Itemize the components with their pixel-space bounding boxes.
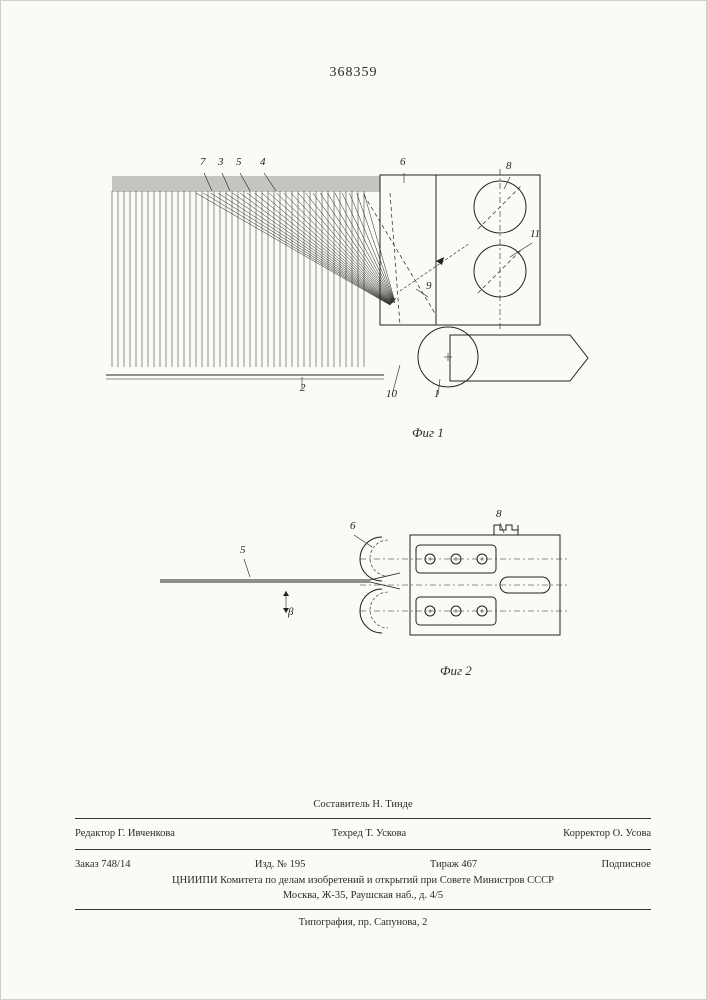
figure-2: 5 6 8 β Фиг 2 [100,495,580,685]
figure-2-label: Фиг 2 [440,663,472,679]
svg-text:5: 5 [236,156,242,168]
footer-pubinfo: Заказ 748/14 Изд. № 195 Тираж 467 Подпис… [75,856,651,874]
figure-2-drawing: 5 6 8 β [100,495,580,685]
svg-text:8: 8 [496,508,502,520]
figure-1-drawing: 735468119α2101 [100,165,580,435]
svg-text:1: 1 [434,388,440,400]
footer-techred: Техред Т. Ускова [332,827,406,841]
footer-editor: Редактор Г. Ивченкова [75,827,175,841]
footer-divider-3 [75,909,651,910]
svg-text:β: β [287,606,294,618]
footer-divider-1 [75,818,651,819]
svg-text:2: 2 [300,382,306,394]
footer-tirage: Тираж 467 [430,858,477,872]
svg-text:6: 6 [350,520,356,532]
figure-1: 735468119α2101 Фиг 1 [100,165,580,435]
footer-credits: Редактор Г. Ивченкова Техред Т. Ускова К… [75,825,651,843]
footer-divider-2 [75,849,651,850]
svg-text:3: 3 [217,156,224,168]
footer-print: Типография, пр. Сапунова, 2 [75,916,651,930]
svg-text:8: 8 [506,160,512,172]
svg-text:4: 4 [260,156,266,168]
footer-addr: Москва, Ж-35, Раушская наб., д. 4/5 [75,889,651,903]
footer-izd: Изд. № 195 [255,858,306,872]
svg-text:7: 7 [200,156,206,168]
svg-text:5: 5 [240,544,246,556]
footer-order: Заказ 748/14 [75,858,130,872]
svg-text:11: 11 [530,228,540,240]
footer-compiler: Составитель Н. Тинде [75,798,651,812]
footer-sub: Подписное [602,858,651,872]
svg-text:9: 9 [426,280,432,292]
svg-text:6: 6 [400,156,406,168]
footer-org: ЦНИИПИ Комитета по делам изобретений и о… [75,874,651,888]
footer-corrector: Корректор О. Усова [563,827,651,841]
patent-number: 368359 [330,65,378,81]
svg-text:α: α [390,294,396,306]
svg-text:10: 10 [386,388,398,400]
footer-block: Составитель Н. Тинде Редактор Г. Ивченко… [75,798,651,930]
figure-1-label: Фиг 1 [412,425,444,441]
